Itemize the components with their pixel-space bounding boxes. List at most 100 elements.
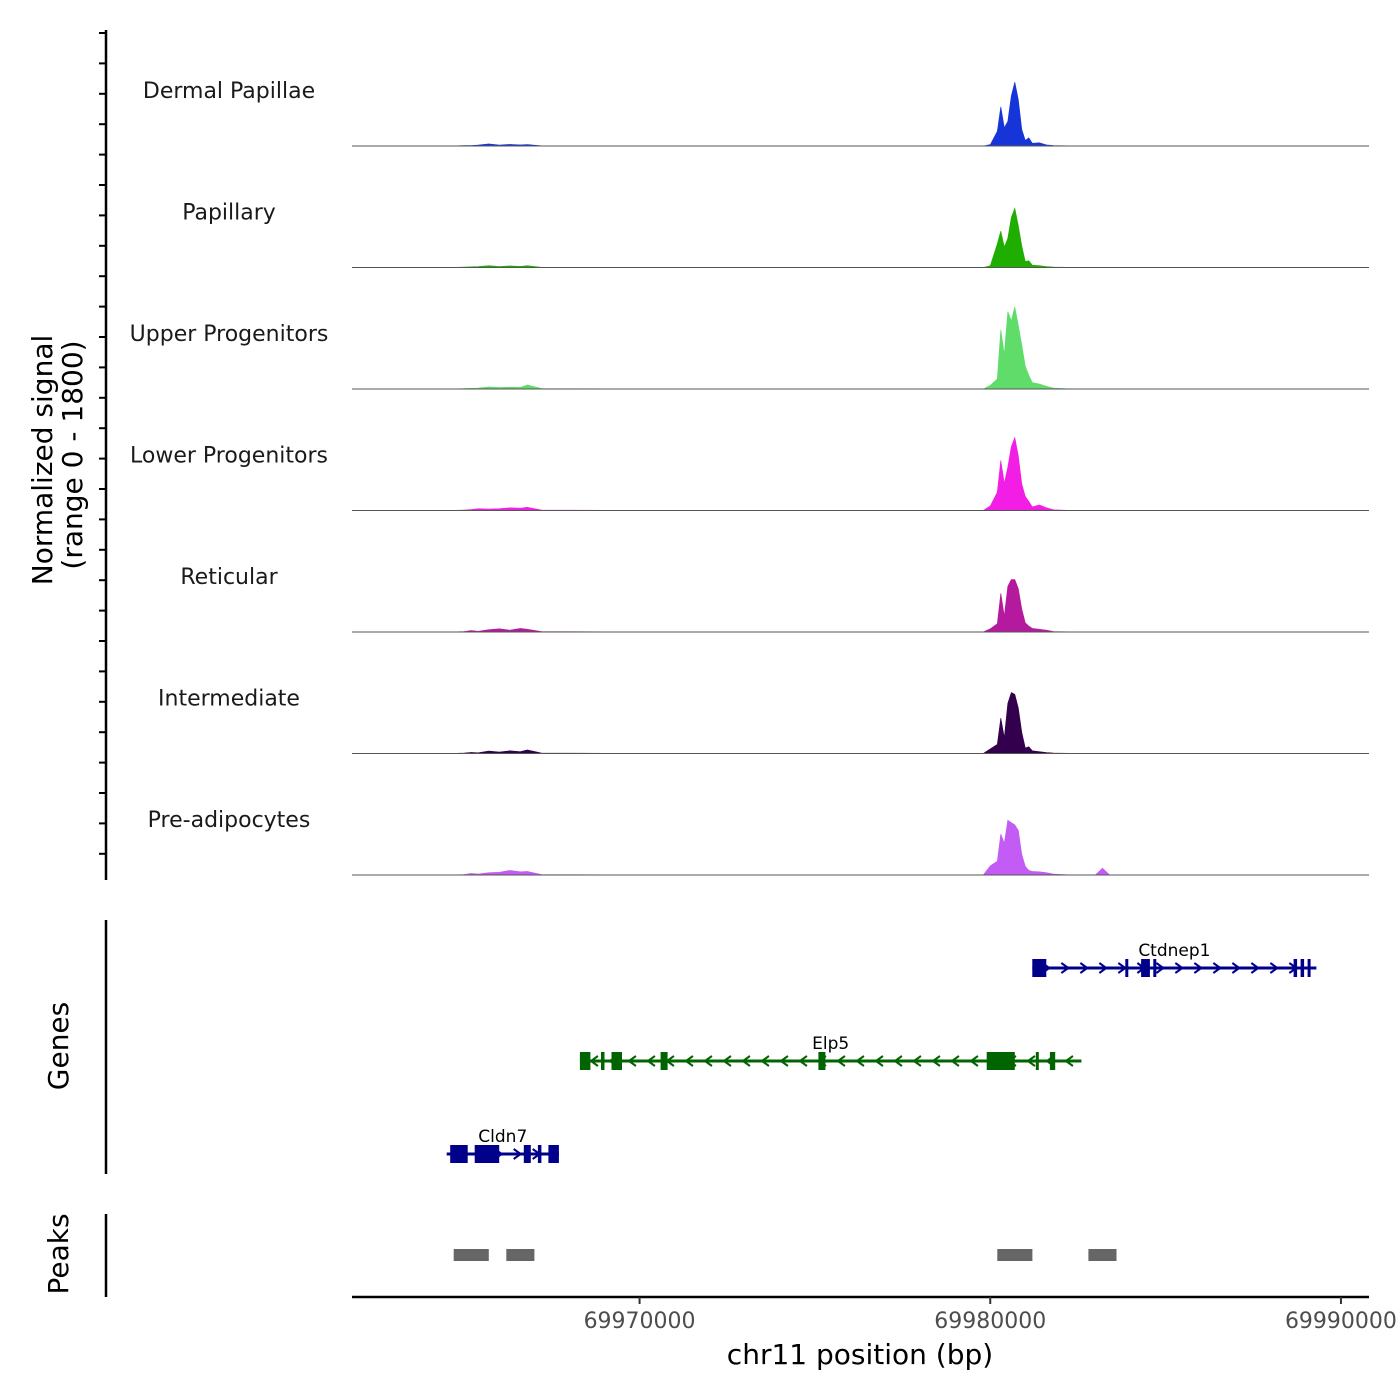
exon [1153, 959, 1157, 977]
exon [1125, 959, 1129, 977]
peak-region [997, 1249, 1033, 1261]
track-label: Intermediate [158, 687, 300, 712]
strand-arrow [950, 1055, 960, 1067]
exon [537, 1145, 542, 1163]
gene-ctdnep1: Ctdnep1 [1032, 941, 1317, 977]
strand-arrow [893, 1055, 903, 1067]
exon [1307, 959, 1311, 977]
strand-arrow [1060, 962, 1071, 974]
strand-arrow [931, 1055, 941, 1067]
peaks-panel: Peaks [42, 1213, 1117, 1297]
exon [1293, 959, 1298, 977]
strand-arrow [855, 1055, 865, 1067]
track-signal-area [351, 579, 1369, 633]
exon [450, 1145, 468, 1163]
x-tick-label: 69970000 [584, 1309, 696, 1334]
strand-arrow [1212, 962, 1223, 974]
track-label: Reticular [180, 565, 278, 590]
gene-models: Ctdnep1 Elp5 Cldn7 [446, 941, 1317, 1163]
exon [601, 1052, 605, 1070]
track-1: Dermal Papillae [143, 79, 1369, 147]
track-6: Intermediate [158, 687, 1369, 754]
track-label: Upper Progenitors [130, 322, 329, 347]
track-label: Lower Progenitors [130, 444, 328, 469]
exon [523, 1145, 531, 1163]
track-2: Papillary [182, 201, 1369, 268]
exon [1032, 959, 1047, 977]
exon [660, 1052, 668, 1070]
coverage-tracks: Dermal Papillae Papillary Upper Progenitor… [130, 79, 1370, 876]
genes-panel: Genes Ctdnep1 Elp5 Cldn7 [42, 920, 1317, 1174]
strand-arrow [646, 1055, 656, 1067]
exon [986, 1052, 1015, 1070]
track-signal-area [351, 82, 1369, 147]
strand-arrow [1250, 962, 1261, 974]
strand-arrow [722, 1055, 732, 1067]
exon [611, 1052, 622, 1070]
strand-arrow [912, 1055, 922, 1067]
x-axis: 69970000 69980000 69990000 chr11 position … [352, 1295, 1397, 1371]
track-signal-area [351, 306, 1369, 390]
exon [818, 1052, 826, 1070]
gene-label: Elp5 [812, 1034, 849, 1054]
exon [548, 1145, 559, 1163]
strand-arrow [1174, 962, 1185, 974]
coverage-y-axis: Normalized signal (range 0 - 1800) [26, 30, 108, 880]
peak-region [453, 1249, 489, 1261]
strand-arrow [513, 1148, 523, 1160]
strand-arrow [798, 1055, 808, 1067]
x-axis-ticks: 69970000 69980000 69990000 [584, 1297, 1397, 1334]
strand-arrow [1098, 962, 1109, 974]
x-tick-label: 69990000 [1285, 1309, 1397, 1334]
strand-arrow [741, 1055, 751, 1067]
strand-arrow [874, 1055, 884, 1067]
strand-arrow [1064, 1055, 1074, 1067]
track-7: Pre-adipocytes [148, 808, 1370, 876]
peak-regions [453, 1249, 1117, 1261]
gene-elp5: Elp5 [579, 1034, 1082, 1070]
strand-arrow [836, 1055, 846, 1067]
y-axis-title: Normalized signal [26, 335, 59, 586]
track-3: Upper Progenitors [130, 306, 1369, 390]
peak-region [506, 1249, 535, 1261]
strand-arrow [1155, 962, 1166, 974]
exon [474, 1145, 500, 1163]
gene-label: Ctdnep1 [1138, 941, 1210, 961]
strand-arrow [684, 1055, 694, 1067]
peaks-panel-title: Peaks [42, 1213, 75, 1294]
strand-arrow [1026, 1055, 1036, 1067]
strand-arrow [969, 1055, 979, 1067]
gene-cldn7: Cldn7 [446, 1127, 559, 1163]
strand-arrow [1079, 962, 1090, 974]
genes-panel-title: Genes [42, 1002, 75, 1090]
strand-arrow [1269, 962, 1280, 974]
track-signal-area [351, 207, 1369, 268]
strand-arrow [703, 1055, 713, 1067]
exon [579, 1052, 591, 1070]
x-tick-label: 69980000 [934, 1309, 1046, 1334]
strand-arrow [760, 1055, 770, 1067]
strand-arrow [1193, 962, 1204, 974]
peak-region [1088, 1249, 1117, 1261]
exon [1141, 959, 1150, 977]
track-signal-area [351, 436, 1369, 511]
track-label: Dermal Papillae [143, 79, 315, 104]
strand-arrow [589, 1055, 599, 1067]
strand-arrow [1231, 962, 1242, 974]
track-label: Papillary [182, 201, 276, 226]
coverage-y-ticks [99, 32, 106, 855]
exon [1300, 959, 1305, 977]
gene-label: Cldn7 [478, 1127, 527, 1147]
exon [1049, 1052, 1056, 1070]
track-5: Reticular [180, 565, 1369, 633]
y-axis-subtitle: (range 0 - 1800) [56, 340, 89, 569]
strand-arrow [779, 1055, 789, 1067]
track-4: Lower Progenitors [130, 436, 1369, 511]
track-signal-area [351, 819, 1370, 876]
track-signal-area [351, 692, 1369, 754]
x-axis-title: chr11 position (bp) [727, 1338, 993, 1371]
track-label: Pre-adipocytes [148, 808, 311, 833]
exon [1035, 1052, 1039, 1070]
strand-arrow [627, 1055, 637, 1067]
